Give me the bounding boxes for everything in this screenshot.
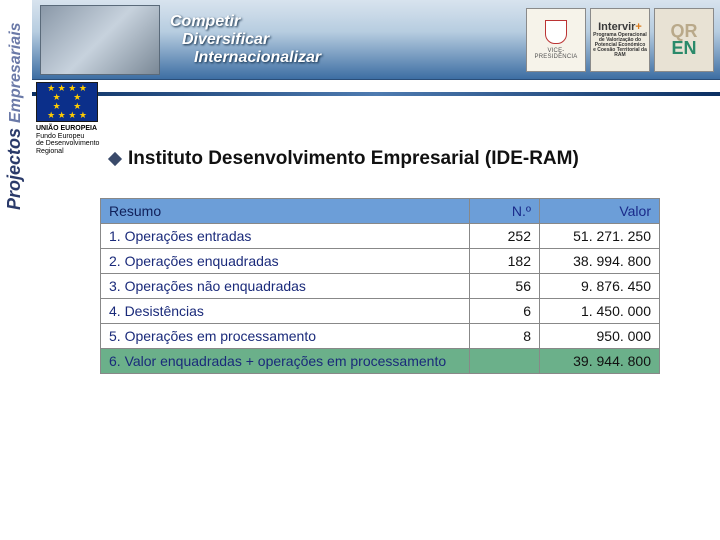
logo-qren: QR EN: [654, 8, 714, 72]
eu-stars: ★ ★ ★ ★ ★ ★ ★ ★ ★ ★ ★ ★: [47, 84, 87, 120]
bullet-icon: [108, 152, 122, 166]
cell-val: 950. 000: [540, 324, 660, 349]
cell-label: 5. Operações em processamento: [101, 324, 470, 349]
cell-num: 8: [470, 324, 540, 349]
table-row: 1. Operações entradas 252 51. 271. 250: [101, 224, 660, 249]
banner-line1: Competir: [170, 13, 321, 31]
cell-num: 182: [470, 249, 540, 274]
th-resumo: Resumo: [101, 199, 470, 224]
banner-title-block: Competir Diversificar Internacionalizar: [170, 13, 321, 67]
logo-vp-label: VICE-PRESIDÊNCIA: [529, 48, 583, 60]
cell-label: 1. Operações entradas: [101, 224, 470, 249]
cell-label: 4. Desistências: [101, 299, 470, 324]
sidebar-sub: Empresariais: [7, 22, 24, 123]
eu-line3: Regional: [36, 148, 106, 156]
cell-num: 56: [470, 274, 540, 299]
header-banner: Competir Diversificar Internacionalizar …: [32, 0, 720, 80]
sidebar-main: Projectos: [4, 128, 24, 210]
cell-val: 51. 271. 250: [540, 224, 660, 249]
eu-line1: Fundo Europeu: [36, 133, 106, 141]
eu-line2: de Desenvolvimento: [36, 140, 106, 148]
shield-icon: [545, 20, 567, 44]
logo-vice-presidencia: VICE-PRESIDÊNCIA: [526, 8, 586, 72]
eu-flag-icon: ★ ★ ★ ★ ★ ★ ★ ★ ★ ★ ★ ★: [36, 82, 98, 122]
cell-summary-num: [470, 349, 540, 374]
title-row: Instituto Desenvolvimento Empresarial (I…: [110, 148, 579, 170]
logo-intervir: Intervir+ Programa Operacional de Valori…: [590, 8, 650, 72]
summary-table: Resumo N.º Valor 1. Operações entradas 2…: [100, 198, 660, 374]
th-valor: Valor: [540, 199, 660, 224]
th-num: N.º: [470, 199, 540, 224]
table-row: 5. Operações em processamento 8 950. 000: [101, 324, 660, 349]
cell-summary-label: 6. Valor enquadradas + operações em proc…: [101, 349, 470, 374]
cell-val: 38. 994. 800: [540, 249, 660, 274]
qren-mark: QR EN: [671, 23, 698, 55]
eu-caption: UNIÃO EUROPEIA Fundo Europeu de Desenvol…: [36, 125, 106, 156]
banner-line3: Internacionalizar: [170, 49, 321, 67]
banner-photo: [40, 5, 160, 75]
eu-block: ★ ★ ★ ★ ★ ★ ★ ★ ★ ★ ★ ★ UNIÃO EUROPEIA F…: [36, 82, 106, 156]
eu-title: UNIÃO EUROPEIA: [36, 125, 106, 133]
cell-num: 252: [470, 224, 540, 249]
banner-line2: Diversificar: [170, 31, 321, 49]
divider-bar: [32, 92, 720, 96]
table-row: 2. Operações enquadradas 182 38. 994. 80…: [101, 249, 660, 274]
cell-val: 9. 876. 450: [540, 274, 660, 299]
cell-summary-val: 39. 944. 800: [540, 349, 660, 374]
logo-intervir-sub: Programa Operacional de Valorização do P…: [593, 33, 647, 58]
sidebar-text: Projectos Empresariais: [4, 22, 25, 210]
table-header-row: Resumo N.º Valor: [101, 199, 660, 224]
table-summary-row: 6. Valor enquadradas + operações em proc…: [101, 349, 660, 374]
cell-val: 1. 450. 000: [540, 299, 660, 324]
cell-num: 6: [470, 299, 540, 324]
partner-logos: VICE-PRESIDÊNCIA Intervir+ Programa Oper…: [526, 8, 714, 72]
page-title: Instituto Desenvolvimento Empresarial (I…: [128, 148, 579, 170]
sidebar: Projectos Empresariais: [0, 0, 32, 220]
cell-label: 2. Operações enquadradas: [101, 249, 470, 274]
table-row: 4. Desistências 6 1. 450. 000: [101, 299, 660, 324]
table-row: 3. Operações não enquadradas 56 9. 876. …: [101, 274, 660, 299]
cell-label: 3. Operações não enquadradas: [101, 274, 470, 299]
